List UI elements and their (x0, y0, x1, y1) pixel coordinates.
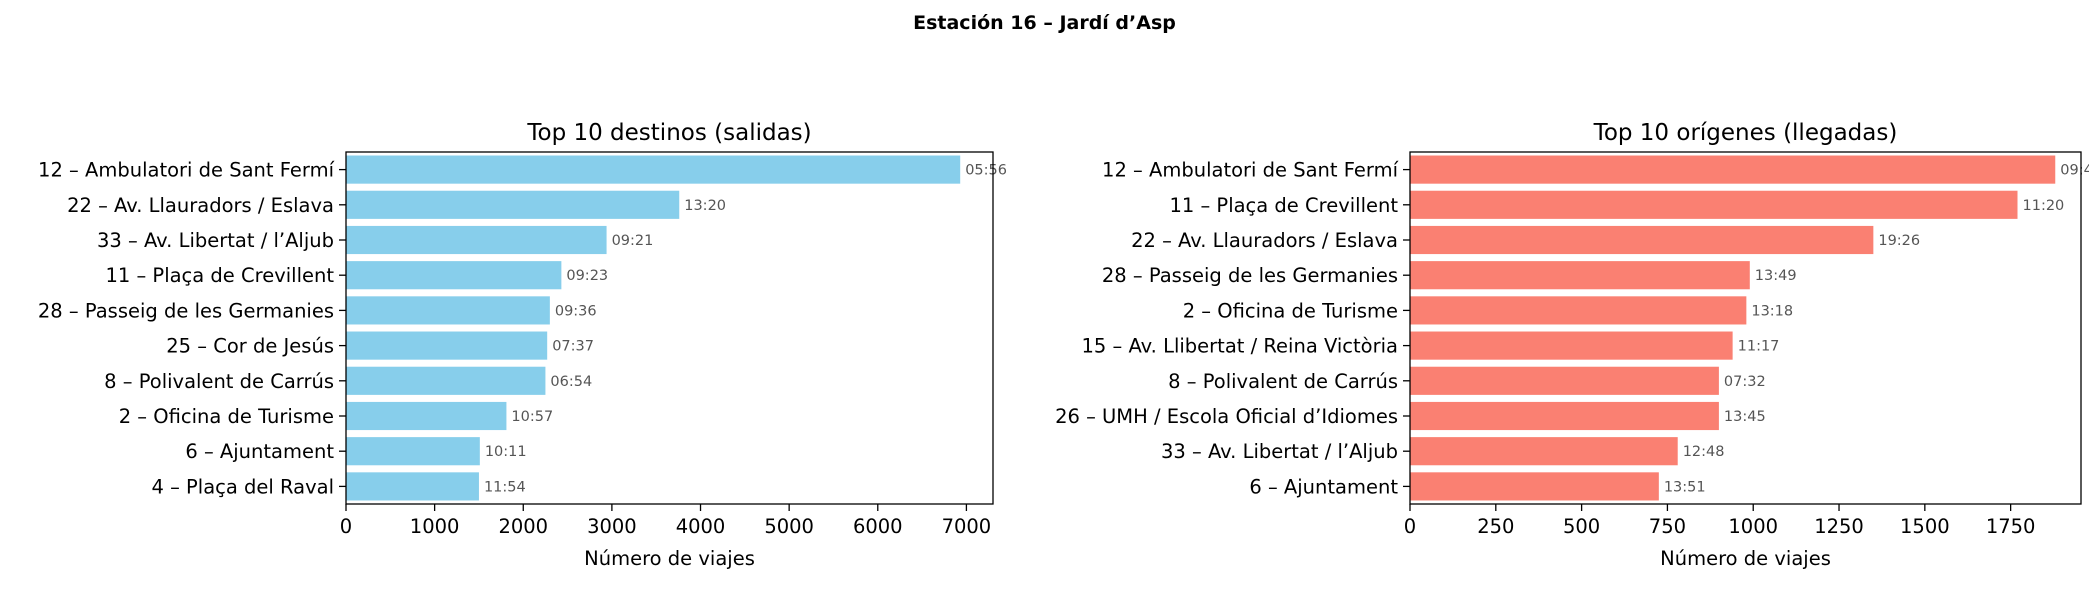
x-tick-label: 3000 (587, 515, 637, 538)
chart-top-destinos: Top 10 destinos (salidas) 12 – Ambulatori… (38, 120, 1007, 570)
category-label: 15 – Av. Llibertat / Reina Victòria (1082, 335, 1399, 358)
category-label: 26 – UMH / Escola Oficial d’Idiomes (1055, 405, 1398, 428)
bar (1410, 366, 1719, 395)
data-label: 07:37 (552, 339, 594, 355)
bar (1410, 296, 1747, 325)
bar (346, 472, 479, 501)
category-label: 11 – Plaça de Crevillent (105, 264, 334, 287)
figure-title: Estación 16 – Jardí d’Asp (913, 12, 1176, 34)
data-label: 10:11 (485, 444, 527, 460)
x-tick-label: 750 (1649, 515, 1686, 538)
data-label: 13:49 (1755, 268, 1797, 284)
category-label: 33 – Av. Libertat / l’Aljub (97, 229, 334, 252)
category-label: 12 – Ambulatori de Sant Fermí (1102, 159, 1399, 182)
category-label: 6 – Ajuntament (1249, 475, 1398, 498)
category-label: 8 – Polivalent de Carrús (104, 370, 334, 393)
bar (346, 296, 550, 325)
category-label: 4 – Plaça del Raval (151, 475, 334, 498)
x-tick-label: 0 (1404, 515, 1416, 538)
data-label: 06:54 (550, 374, 592, 390)
category-label: 11 – Plaça de Crevillent (1169, 194, 1398, 217)
data-label: 09:23 (566, 268, 608, 284)
chart-top-origenes: Top 10 orígenes (llegadas) 12 – Ambulator… (1055, 120, 2089, 570)
category-label: 8 – Polivalent de Carrús (1168, 370, 1398, 393)
data-label: 09:36 (555, 303, 597, 319)
data-label: 11:20 (2023, 198, 2065, 214)
category-label: 2 – Oficina de Turisme (119, 405, 334, 428)
x-tick-label: 5000 (764, 515, 814, 538)
x-tick-label: 6000 (853, 515, 903, 538)
bar (346, 331, 548, 360)
bar (1410, 261, 1750, 290)
x-tick-label: 500 (1563, 515, 1600, 538)
x-tick-label: 250 (1477, 515, 1514, 538)
data-label: 11:17 (1738, 339, 1780, 355)
bar (1410, 331, 1733, 360)
x-tick-label: 1250 (1814, 515, 1864, 538)
bar (1410, 437, 1678, 466)
category-label: 22 – Av. Llauradors / Eslava (67, 194, 334, 217)
bar (1410, 401, 1719, 431)
data-label: 19:26 (1878, 233, 1920, 249)
data-label: 13:45 (1724, 409, 1766, 425)
x-tick-label: 4000 (676, 515, 726, 538)
bar (1410, 190, 2018, 219)
plot-frame (345, 151, 994, 505)
data-label: 13:51 (1664, 479, 1706, 495)
bar (346, 261, 562, 290)
category-label: 25 – Cor de Jesús (166, 335, 334, 358)
bar (346, 155, 961, 184)
data-label: 05:56 (965, 163, 1007, 179)
category-label: 6 – Ajuntament (185, 440, 334, 463)
bar (1410, 472, 1659, 501)
bar (346, 225, 607, 255)
x-tick-label: 2000 (498, 515, 548, 538)
x-tick-label: 7000 (942, 515, 992, 538)
plot-frame (1409, 151, 2082, 505)
bar (1410, 155, 2056, 184)
data-label: 12:48 (1683, 444, 1725, 460)
data-label: 09:40 (2060, 163, 2089, 179)
chart-title: Top 10 orígenes (llegadas) (1593, 120, 1898, 146)
bar (346, 401, 507, 431)
category-label: 33 – Av. Libertat / l’Aljub (1161, 440, 1398, 463)
bar (346, 366, 546, 395)
chart-title: Top 10 destinos (salidas) (526, 120, 811, 146)
data-label: 09:21 (612, 233, 654, 249)
category-label: 2 – Oficina de Turisme (1183, 299, 1398, 322)
bar (346, 437, 480, 466)
x-axis-label: Número de viajes (584, 547, 755, 570)
data-label: 07:32 (1724, 374, 1766, 390)
x-tick-label: 1750 (1986, 515, 2036, 538)
category-label: 28 – Passeig de les Germanies (38, 299, 334, 322)
category-label: 28 – Passeig de les Germanies (1102, 264, 1398, 287)
data-label: 13:20 (684, 198, 726, 214)
x-tick-label: 1000 (1728, 515, 1778, 538)
x-tick-label: 1000 (410, 515, 460, 538)
x-tick-label: 1500 (1900, 515, 1950, 538)
x-axis-label: Número de viajes (1660, 547, 1831, 570)
data-label: 11:54 (484, 479, 526, 495)
data-label: 10:57 (511, 409, 553, 425)
data-label: 13:18 (1751, 303, 1793, 319)
category-label: 22 – Av. Llauradors / Eslava (1131, 229, 1398, 252)
category-label: 12 – Ambulatori de Sant Fermí (38, 159, 335, 182)
bar (1410, 225, 1874, 255)
x-tick-label: 0 (340, 515, 352, 538)
bar (346, 190, 680, 219)
